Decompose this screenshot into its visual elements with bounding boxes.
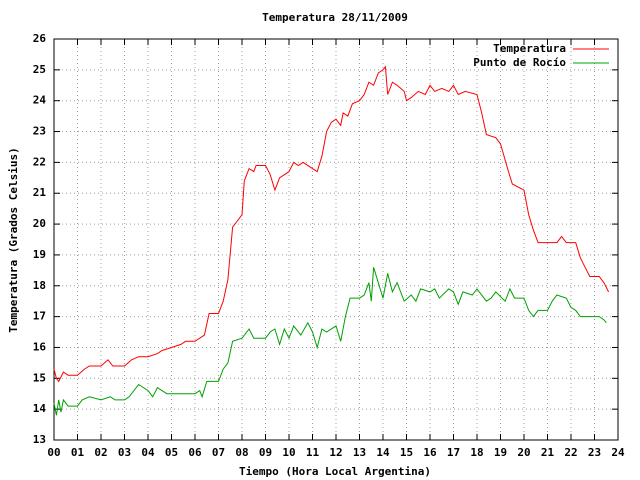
x-tick-label: 23: [588, 446, 601, 459]
chart-title: Temperatura 28/11/2009: [262, 11, 408, 24]
y-tick-label: 17: [33, 310, 46, 323]
series-line: [53, 267, 607, 416]
x-tick-label: 04: [141, 446, 155, 459]
x-tick-label: 06: [188, 446, 202, 459]
x-tick-label: 07: [212, 446, 225, 459]
x-tick-label: 05: [165, 446, 178, 459]
y-tick-label: 26: [33, 32, 47, 45]
x-tick-label: 00: [47, 446, 60, 459]
y-tick-label: 25: [33, 63, 46, 76]
y-tick-label: 13: [33, 433, 46, 446]
y-tick-label: 23: [33, 125, 46, 138]
x-tick-label: 02: [94, 446, 107, 459]
y-tick-label: 22: [33, 155, 46, 168]
legend-label: Punto de Rocío: [473, 56, 566, 69]
x-tick-label: 03: [118, 446, 131, 459]
x-axis-label: Tiempo (Hora Local Argentina): [239, 465, 431, 478]
legend-label: Temperatura: [493, 42, 566, 55]
series-line: [53, 65, 610, 383]
x-tick-label: 10: [282, 446, 295, 459]
y-tick-label: 19: [33, 248, 46, 261]
x-tick-label: 24: [611, 446, 625, 459]
y-tick-label: 20: [33, 217, 46, 230]
y-tick-label: 18: [33, 279, 46, 292]
x-tick-label: 17: [447, 446, 460, 459]
x-tick-label: 11: [306, 446, 320, 459]
y-axis-label: Temperatura (Grados Celsius): [7, 147, 20, 332]
x-tick-label: 08: [235, 446, 248, 459]
y-tick-label: 14: [33, 402, 47, 415]
x-tick-label: 12: [329, 446, 342, 459]
plot-frame: [53, 38, 619, 441]
y-tick-label: 15: [33, 371, 46, 384]
x-tick-label: 15: [400, 446, 413, 459]
x-tick-label: 22: [564, 446, 577, 459]
x-tick-label: 20: [517, 446, 530, 459]
x-tick-label: 09: [259, 446, 272, 459]
x-tick-label: 13: [353, 446, 366, 459]
y-tick-label: 21: [33, 186, 47, 199]
x-tick-label: 14: [376, 446, 390, 459]
x-tick-label: 19: [494, 446, 507, 459]
x-tick-label: 01: [71, 446, 85, 459]
y-tick-label: 16: [33, 340, 47, 353]
x-tick-label: 21: [541, 446, 555, 459]
y-tick-label: 24: [33, 94, 47, 107]
x-tick-label: 18: [470, 446, 483, 459]
x-tick-label: 16: [423, 446, 437, 459]
